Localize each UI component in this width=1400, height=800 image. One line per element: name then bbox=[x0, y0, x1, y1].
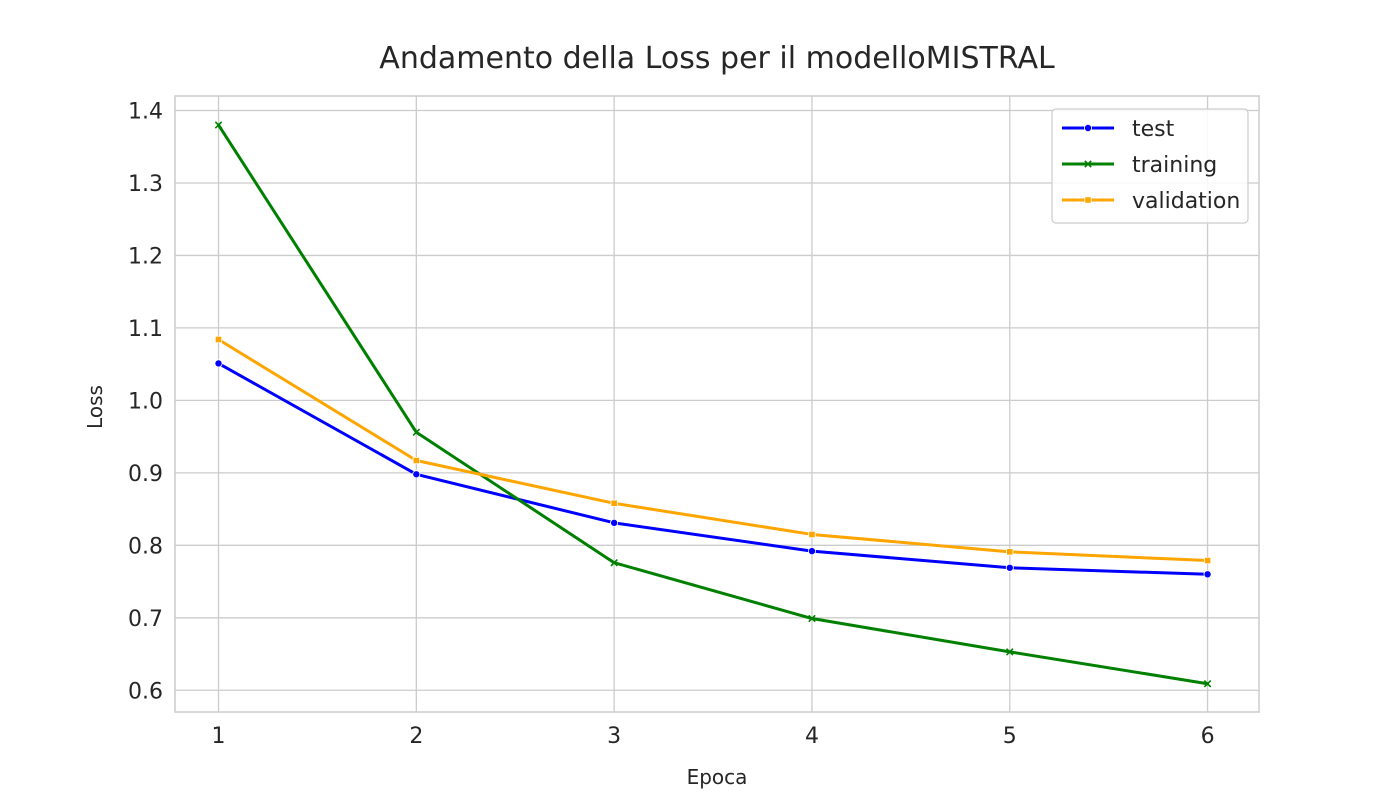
series-layer bbox=[214, 121, 1212, 688]
data-point-test bbox=[807, 547, 816, 556]
legend-box bbox=[1051, 108, 1249, 224]
plot-frame bbox=[174, 95, 1260, 713]
series-test bbox=[214, 359, 1212, 579]
legend-item-test: test bbox=[1062, 117, 1175, 142]
series-line-test bbox=[217, 361, 1210, 576]
data-point-training bbox=[214, 121, 223, 129]
data-point-training bbox=[1203, 679, 1212, 688]
legend-item-validation: validation bbox=[1062, 189, 1240, 214]
legend-item-training: training bbox=[1062, 153, 1217, 178]
x-tick-label: 2 bbox=[409, 724, 423, 749]
y-tick-label: 1.2 bbox=[128, 244, 163, 269]
data-point-training bbox=[610, 558, 618, 567]
data-point-validation bbox=[412, 456, 420, 465]
legend-marker bbox=[1084, 124, 1093, 133]
y-tick-label: 1.3 bbox=[128, 172, 163, 197]
chart-title: Andamento della Loss per il modelloMISTR… bbox=[379, 41, 1055, 76]
y-tick-label: 0.9 bbox=[128, 462, 163, 487]
y-tick-label: 0.6 bbox=[128, 679, 163, 704]
legend-label: training bbox=[1132, 153, 1217, 178]
y-tick-label: 1.4 bbox=[128, 99, 163, 124]
x-tick-label: 5 bbox=[1003, 724, 1017, 749]
data-point-validation bbox=[1006, 548, 1014, 556]
data-point-validation bbox=[1203, 556, 1212, 565]
tick-labels: 0.6 0.7 0.8 0.9 1.0 1.1 1.2 1.3 1.4 1 2 3 4 5 6 bbox=[128, 99, 1215, 749]
data-point-test bbox=[1203, 570, 1212, 579]
data-point-training bbox=[412, 428, 421, 437]
data-point-validation bbox=[808, 530, 816, 539]
data-point-training bbox=[1005, 648, 1014, 656]
legend-label: test bbox=[1132, 117, 1175, 142]
x-tick-label: 6 bbox=[1201, 724, 1215, 749]
data-point-test bbox=[214, 359, 223, 368]
y-tick-label: 1.1 bbox=[128, 317, 163, 342]
x-axis-label: Epoca bbox=[687, 765, 748, 789]
series-validation bbox=[214, 335, 1212, 565]
y-tick-label: 1.0 bbox=[128, 389, 163, 414]
x-tick-label: 3 bbox=[607, 724, 621, 749]
y-axis-label: Loss bbox=[83, 385, 107, 429]
series-line-validation bbox=[217, 338, 1210, 563]
series-training bbox=[214, 121, 1212, 688]
data-point-validation bbox=[214, 335, 223, 344]
data-point-test bbox=[1005, 563, 1014, 572]
data-point-training bbox=[808, 614, 816, 623]
data-point-test bbox=[412, 470, 421, 479]
grid-lines bbox=[175, 96, 1259, 712]
y-tick-label: 0.8 bbox=[128, 534, 163, 559]
legend-label: validation bbox=[1132, 189, 1240, 214]
x-tick-label: 1 bbox=[212, 724, 226, 749]
legend-marker bbox=[1084, 160, 1092, 168]
x-tick-label: 4 bbox=[805, 724, 819, 749]
series-line-training bbox=[217, 123, 1210, 686]
data-point-validation bbox=[610, 499, 618, 507]
legend-marker bbox=[1084, 196, 1092, 204]
data-point-test bbox=[610, 518, 619, 527]
y-tick-label: 0.7 bbox=[128, 607, 163, 632]
legend: test training validation bbox=[1051, 108, 1249, 224]
